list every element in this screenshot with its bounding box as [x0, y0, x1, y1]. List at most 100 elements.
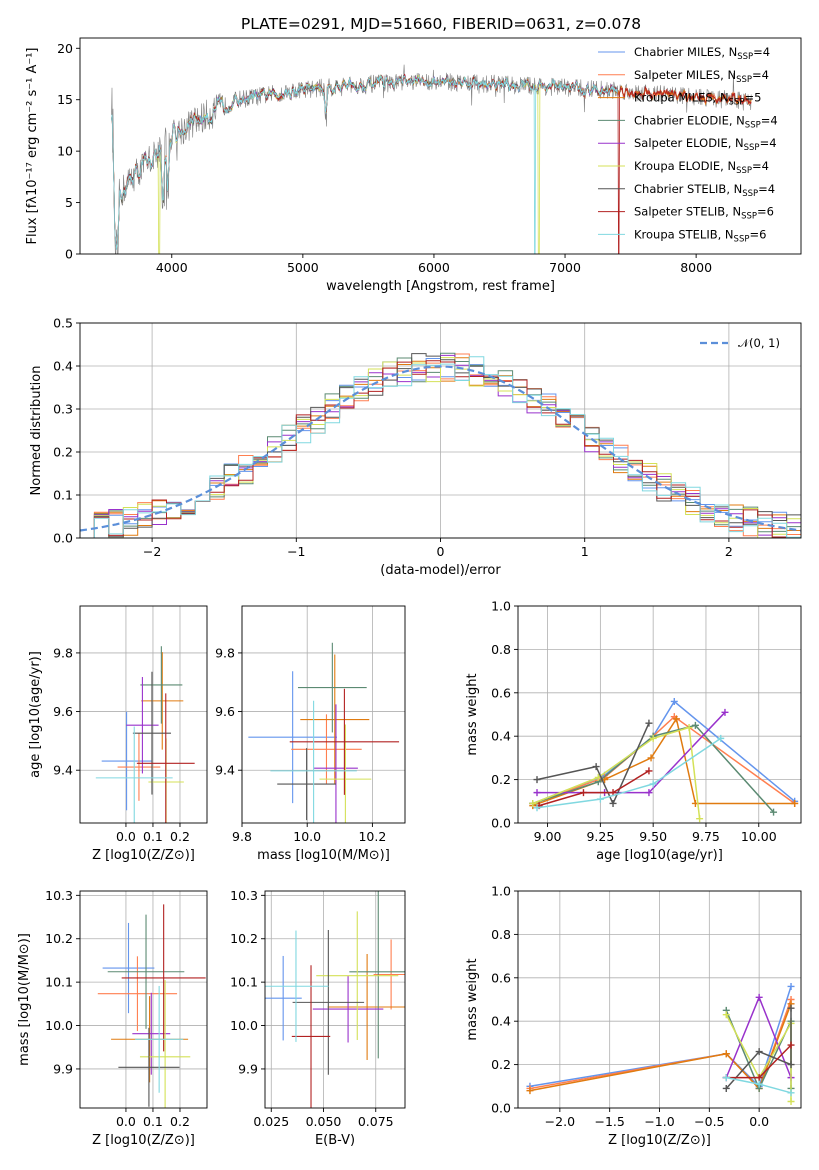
mass_vs_Z-errorbars	[97, 904, 206, 1108]
legend-label-name: Chabrier MILES, N	[634, 45, 737, 59]
legend-label-subscript: SSP	[734, 234, 750, 244]
legend-label-count: =4	[752, 159, 769, 173]
mass_vs_EBV-axes: 0.025 0.050 0.075 9.9 10.0 10.1 10.2 10.3	[230, 888, 405, 1129]
data-point-marker	[579, 789, 587, 797]
x-axis-label: age [log10(age/yr)]	[596, 848, 723, 863]
y-tick-label: 10.1	[230, 975, 258, 990]
normal-reference-curve	[80, 365, 801, 532]
y-axis-label: Flux [fλ10⁻¹⁷ erg cm⁻² s⁻¹ A⁻¹]	[25, 48, 40, 245]
legend-label: Salpeter ELODIE, NSSP=4	[634, 136, 777, 153]
series-line-kroupa-stelib	[536, 737, 722, 809]
legend-label: Kroupa MILES, NSSP=5	[634, 91, 761, 108]
legend-label-name: Salpeter ELODIE, N	[634, 136, 744, 150]
y-tick-label: 0.6	[491, 970, 511, 985]
age_vs_Z-frame	[79, 605, 208, 824]
x-tick-label: 9.8	[232, 829, 252, 844]
x-tick-label: 10.00	[741, 829, 777, 844]
y-axis-label: Normed distribution	[29, 366, 44, 496]
data-point-marker	[787, 1004, 795, 1012]
x-tick-label: 0.0	[116, 1114, 136, 1129]
x-tick-label: 6000	[418, 260, 450, 275]
mass_vs_Z-axes: 0.0 0.1 0.2 9.9 10.0 10.1 10.2 10.3	[45, 888, 207, 1129]
data-point-marker	[722, 1074, 730, 1082]
x-axis-label: Z [log10(Z/Z⊙)]	[92, 1133, 195, 1148]
y-tick-label: 0.1	[53, 488, 73, 503]
data-point-marker	[645, 767, 653, 775]
x-tick-label: 0.075	[358, 1114, 394, 1129]
data-point-marker	[755, 993, 763, 1001]
y-tick-label: 0.2	[53, 445, 73, 460]
legend-label-count: =5	[744, 91, 761, 105]
data-point-marker	[672, 715, 680, 723]
x-tick-label: 0.2	[170, 1114, 190, 1129]
data-point-marker	[533, 776, 541, 784]
y-tick-label: 0.0	[491, 1101, 511, 1116]
spectrum-frame	[79, 37, 802, 255]
x-tick-label: 0.0	[116, 829, 136, 844]
y-tick-label: 9.9	[53, 1061, 73, 1076]
x-tick-label: 9.75	[692, 829, 720, 844]
x-tick-label: −2	[143, 544, 161, 559]
x-tick-label: 0.050	[306, 1114, 342, 1129]
age_vs_mass-frame	[241, 605, 406, 824]
weight_vs_age-axes: 9.00 9.25 9.50 9.75 10.00 0.0 0.2 0.4 0.6 0.8 1.0	[491, 599, 801, 844]
legend-label: Chabrier STELIB, NSSP=4	[634, 182, 775, 199]
x-tick-label: −2.0	[545, 1114, 575, 1129]
data-point-marker	[787, 1061, 795, 1069]
data-point-marker	[787, 1089, 795, 1097]
x-tick-label: 0.2	[170, 829, 190, 844]
weight_vs_age-series	[529, 697, 799, 823]
x-tick-label: 8000	[680, 260, 712, 275]
data-point-marker	[592, 763, 600, 771]
weight_vs_Z-frame	[517, 890, 802, 1109]
weight_vs_Z-series	[526, 982, 795, 1105]
y-tick-label: 10.0	[45, 1018, 73, 1033]
legend-label-count: =6	[749, 227, 766, 241]
legend-label-count: =4	[761, 113, 778, 127]
legend-label-subscript: SSP	[744, 143, 760, 153]
data-point-marker	[770, 808, 778, 816]
y-axis-label: mass weight	[465, 673, 480, 755]
x-tick-label: 9.25	[586, 829, 614, 844]
mass_vs_Z-frame	[79, 890, 208, 1109]
data-point-marker	[529, 799, 537, 807]
x-tick-label: 9.50	[639, 829, 667, 844]
series-line-salpeter-elodie	[537, 711, 726, 794]
data-point-marker	[787, 1041, 795, 1049]
data-point-marker	[645, 719, 653, 727]
spectrum-lines	[111, 64, 752, 254]
legend-label-count: =6	[757, 205, 774, 219]
y-tick-label: 10	[57, 144, 73, 159]
x-tick-label: 4000	[156, 260, 188, 275]
legend-label-count: =4	[758, 182, 775, 196]
legend-label-subscript: SSP	[741, 212, 757, 222]
data-point-marker	[722, 1084, 730, 1092]
y-tick-label: 10.2	[230, 931, 258, 946]
legend-label-name: Kroupa MILES, N	[634, 91, 729, 105]
data-point-marker	[533, 789, 541, 797]
data-point-marker	[647, 754, 655, 762]
series-line-chabrier-stelib	[725, 1008, 792, 1089]
y-tick-label: 9.8	[215, 645, 235, 660]
legend-label-name: Kroupa ELODIE, N	[634, 159, 736, 173]
y-tick-label: 0.6	[491, 685, 511, 700]
x-tick-label: −1.0	[644, 1114, 674, 1129]
model-spectrum-salpeter-elodie	[111, 74, 618, 249]
legend-label-name: Salpeter STELIB, N	[634, 205, 741, 219]
x-tick-label: 2	[725, 544, 733, 559]
y-tick-label: 1.0	[491, 884, 511, 899]
y-tick-label: 10.0	[230, 1018, 258, 1033]
legend-label: Salpeter STELIB, NSSP=6	[634, 205, 774, 222]
data-point-marker	[526, 1087, 534, 1095]
mass_vs_EBV-errorbars	[265, 891, 405, 1108]
y-tick-label: 10.3	[45, 888, 73, 903]
y-tick-label: 0.8	[491, 642, 511, 657]
y-tick-label: 0.0	[53, 531, 73, 546]
y-tick-label: 0.4	[491, 729, 511, 744]
data-point-marker	[721, 708, 729, 716]
legend-label-name: Chabrier STELIB, N	[634, 182, 742, 196]
spectrum-axes: 4000 5000 6000 7000 8000 0 5 10 15 20	[57, 41, 712, 275]
age_vs_mass-errorbars	[248, 642, 400, 823]
